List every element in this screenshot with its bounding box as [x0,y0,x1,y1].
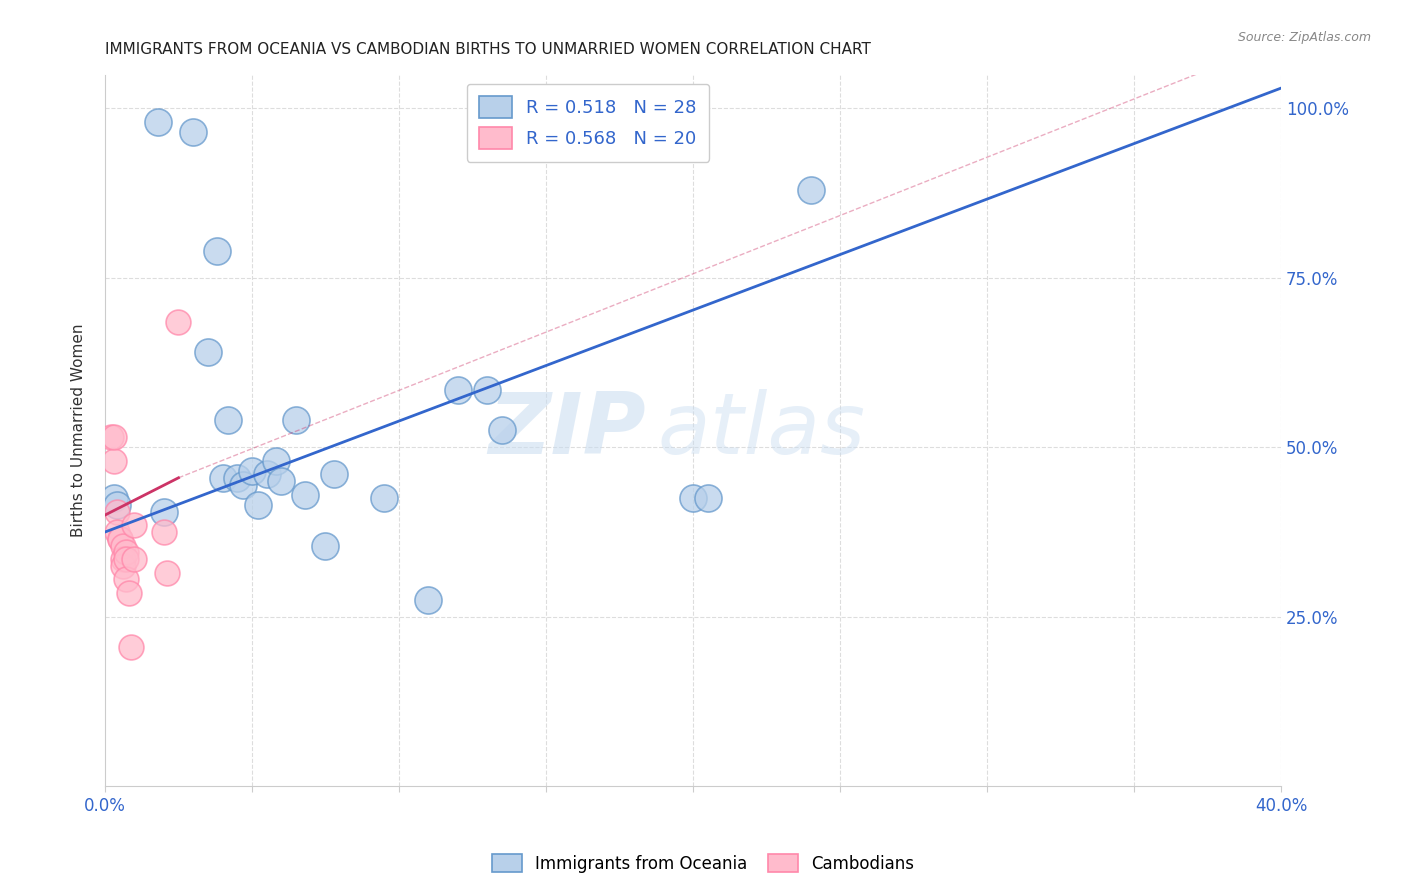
Point [124,518,146,533]
Point [105,524,128,539]
Point [205,244,228,258]
Point [294,488,316,502]
Point [323,467,346,482]
Point [114,573,136,587]
Point [103,454,125,468]
Point [197,345,219,359]
Legend: Immigrants from Oceania, Cambodians: Immigrants from Oceania, Cambodians [485,847,921,880]
Point [240,464,263,478]
Point [211,471,233,485]
Point [246,498,269,512]
Point [114,545,136,559]
Point [256,467,278,482]
Point [156,566,179,580]
Point [117,586,139,600]
Point [103,430,125,444]
Text: Source: ZipAtlas.com: Source: ZipAtlas.com [1237,31,1371,45]
Point [100,430,122,444]
Point [800,183,823,197]
Point [270,474,292,488]
Text: IMMIGRANTS FROM OCEANIA VS CAMBODIAN BIRTHS TO UNMARRIED WOMEN CORRELATION CHART: IMMIGRANTS FROM OCEANIA VS CAMBODIAN BIR… [105,42,870,57]
Point [105,505,128,519]
Text: ZIP: ZIP [488,389,645,472]
Point [124,552,146,566]
Point [111,552,134,566]
Point [120,640,142,655]
Point [232,477,254,491]
Point [314,539,336,553]
Y-axis label: Births to Unmarried Women: Births to Unmarried Women [72,324,86,537]
Text: atlas: atlas [658,389,866,472]
Point [167,315,190,329]
Point [285,413,308,427]
Point [447,383,470,397]
Point [111,539,134,553]
Point [108,532,131,546]
Point [373,491,395,505]
Point [226,471,249,485]
Point [111,558,134,573]
Point [105,498,128,512]
Point [217,413,239,427]
Point [152,505,174,519]
Legend: R = 0.518   N = 28, R = 0.568   N = 20: R = 0.518 N = 28, R = 0.568 N = 20 [467,84,710,162]
Point [108,532,131,546]
Point [491,423,513,437]
Point [146,115,169,129]
Point [114,552,136,566]
Point [682,491,704,505]
Point [181,125,204,139]
Point [264,454,287,468]
Point [477,383,499,397]
Point [103,491,125,505]
Point [696,491,718,505]
Point [418,592,440,607]
Point [152,524,174,539]
